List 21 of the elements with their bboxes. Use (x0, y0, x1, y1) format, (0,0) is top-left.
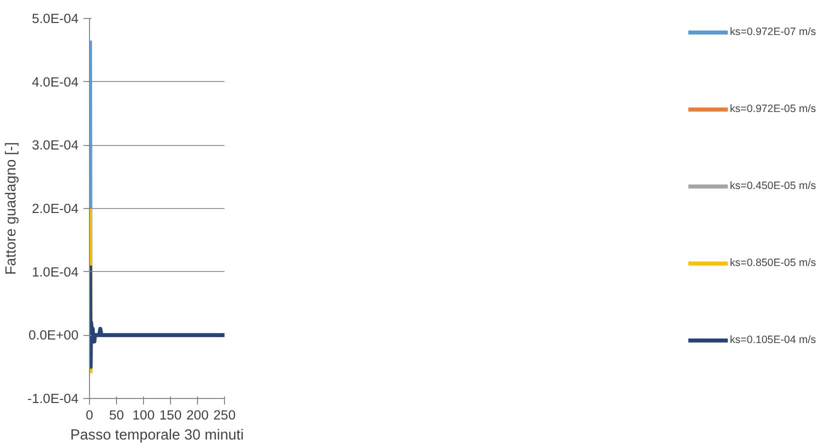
x-tick-label: 250 (213, 408, 236, 422)
y-tick-label: 3.0E-04 (32, 138, 80, 153)
y-tick-label: 2.0E-04 (32, 201, 80, 216)
line-series (90, 264, 224, 369)
y-tick-label: 5.0E-04 (32, 11, 80, 26)
x-axis-title: Passo temporale 30 minuti (70, 428, 244, 444)
x-tick-label: 0 (86, 408, 94, 422)
y-tick-label: 0.0E+00 (28, 328, 79, 343)
y-tick-label: -1.0E-04 (27, 391, 80, 406)
y-tick-label: 4.0E-04 (32, 74, 80, 90)
legend-label: ks=0.850E-05 m/s (730, 256, 816, 271)
legend-label: ks=0.972E-07 m/s (730, 25, 816, 40)
x-tick-label: 100 (132, 408, 155, 422)
legend-label: ks=0.105E-04 m/s (730, 333, 816, 348)
x-tick-label: 200 (186, 408, 209, 422)
legend-label: ks=0.972E-05 m/s (730, 102, 816, 117)
x-tick-label: 150 (159, 408, 182, 422)
y-axis-title: Fattore guadagno [-] (3, 142, 20, 275)
y-tick-label: 1.0E-04 (32, 264, 80, 280)
x-tick-label: 50 (109, 408, 124, 422)
legend-label: ks=0.450E-05 m/s (730, 179, 816, 194)
